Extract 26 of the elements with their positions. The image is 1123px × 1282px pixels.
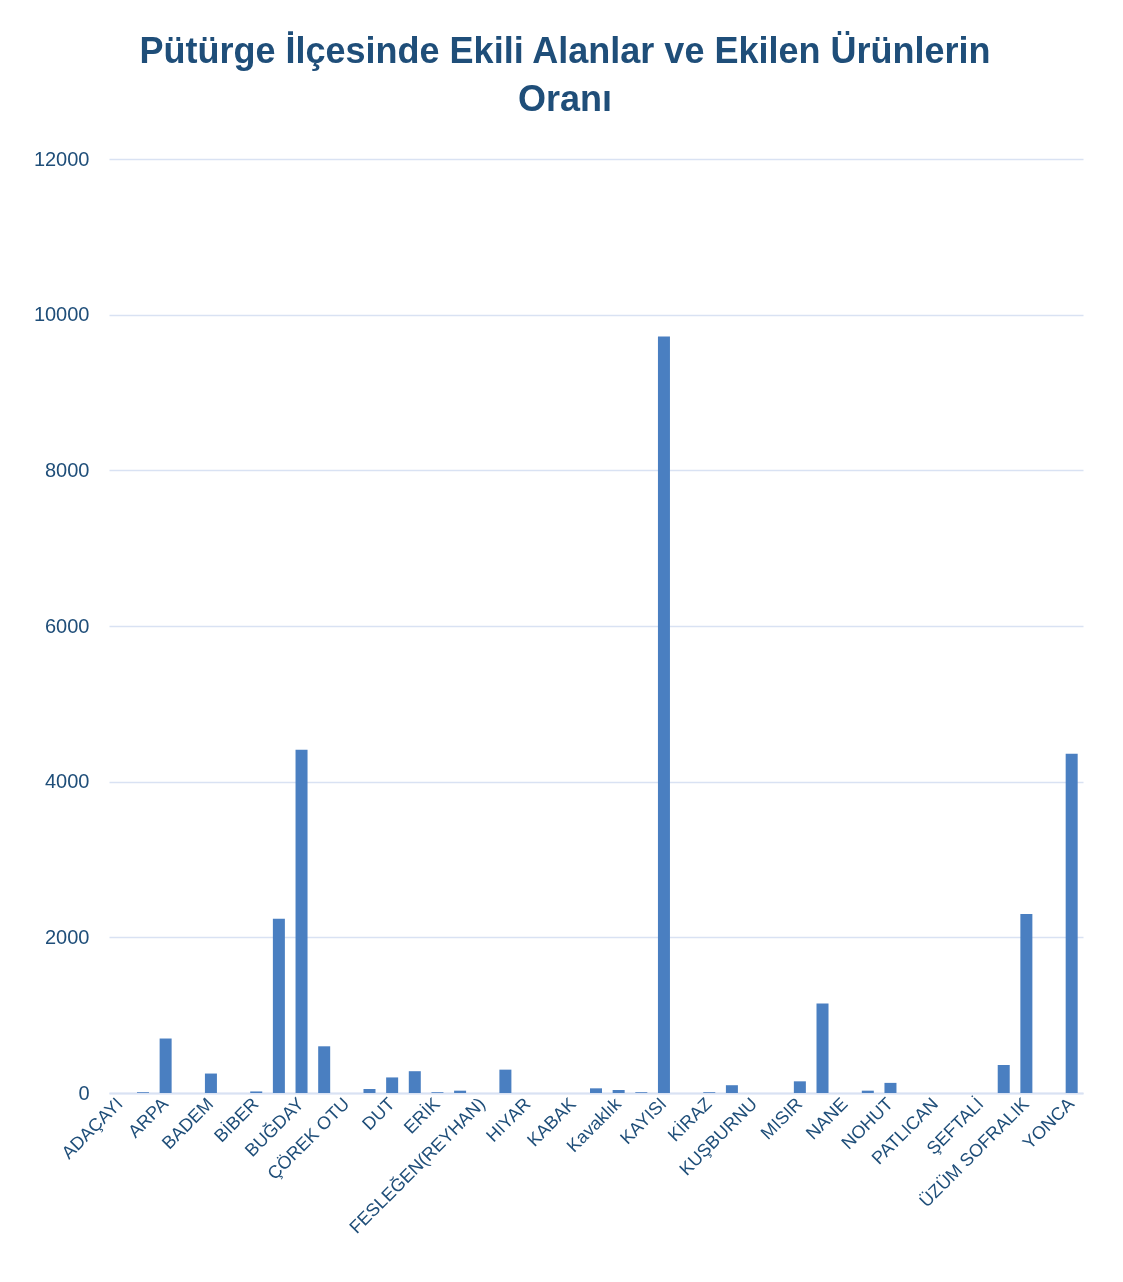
bar — [408, 1071, 421, 1093]
y-tick-label: 12000 — [33, 147, 90, 170]
bar — [793, 1081, 806, 1093]
bar — [884, 1082, 897, 1093]
bar — [1020, 913, 1033, 1093]
bar — [590, 1088, 602, 1093]
y-tick-label: 8000 — [45, 458, 90, 481]
bar — [612, 1089, 625, 1093]
y-tick-label: 6000 — [45, 614, 90, 637]
chart-title: Pütürge İlçesinde Ekili Alanlar ve Ekilen Ürünlerin Oranı — [139, 30, 991, 119]
bar — [295, 749, 308, 1093]
bar — [816, 1003, 829, 1093]
bar — [997, 1064, 1010, 1093]
bar — [318, 1046, 331, 1093]
bar — [363, 1089, 376, 1093]
bar — [1065, 753, 1078, 1093]
y-tick-label: 2000 — [45, 925, 90, 948]
bar — [657, 336, 670, 1093]
bar — [499, 1069, 512, 1093]
bar — [159, 1038, 172, 1093]
bar — [386, 1077, 399, 1093]
bar — [272, 918, 285, 1093]
y-tick-label: 4000 — [45, 770, 90, 793]
bar — [725, 1085, 738, 1093]
bar — [204, 1073, 217, 1093]
y-tick-label: 10000 — [33, 303, 90, 326]
